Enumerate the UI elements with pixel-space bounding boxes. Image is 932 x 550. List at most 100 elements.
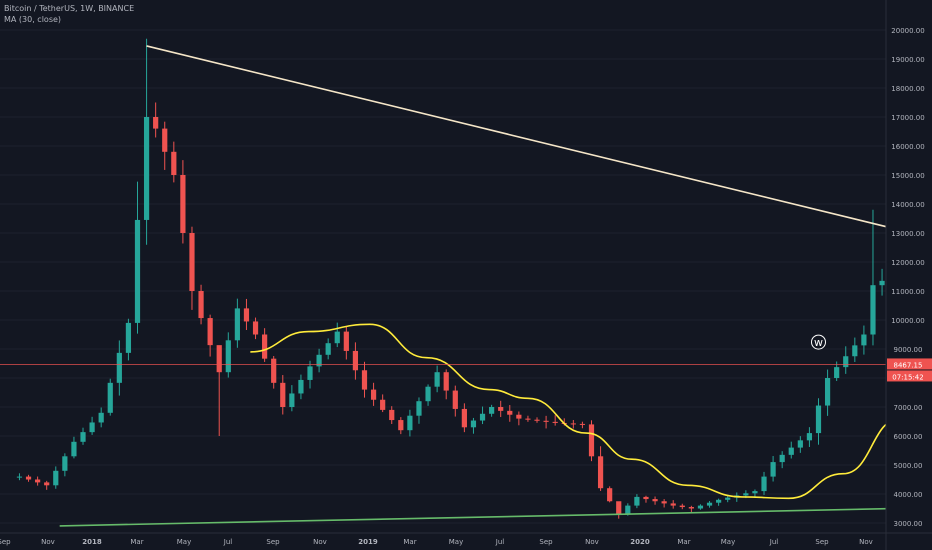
candle-body <box>434 372 440 387</box>
candle <box>552 415 558 426</box>
candle <box>761 471 767 495</box>
candle <box>806 427 813 447</box>
candle <box>153 102 159 138</box>
candle-body <box>725 497 731 500</box>
candle-body <box>461 408 467 428</box>
price-tick-label: 6000.00 <box>894 433 923 441</box>
candle <box>516 411 522 426</box>
candle <box>507 405 513 422</box>
plot-area: xwy(B)wbxay(A)wxc(C)y(D)(E) <box>0 29 930 527</box>
candle <box>770 456 776 482</box>
candle <box>861 325 867 355</box>
candle-body <box>162 128 168 152</box>
candle-body <box>852 345 858 357</box>
candle <box>62 453 68 477</box>
candle <box>343 326 349 360</box>
price-tick-label: 15000.00 <box>891 172 924 180</box>
candle-body <box>198 291 204 319</box>
candle <box>788 441 794 459</box>
chart-legend: Bitcoin / TetherUS, 1W, BINANCE MA (30, … <box>4 3 134 25</box>
time-tick-label: Jul <box>223 538 233 546</box>
price-tick-label: 20000.00 <box>891 27 924 35</box>
candle-body <box>824 378 831 406</box>
candle-body <box>597 456 604 489</box>
candle <box>697 504 704 510</box>
candle-body <box>380 399 386 410</box>
candle <box>570 420 576 429</box>
candle <box>489 404 495 417</box>
candle-body <box>643 496 649 500</box>
candle-body <box>407 415 413 431</box>
candle <box>870 209 876 346</box>
price-axis: 20000.00 19000.00 18000.00 17000.00 16000.00… <box>885 0 932 550</box>
candle-body <box>25 476 32 480</box>
candle-body <box>443 372 449 391</box>
candle-body <box>280 382 286 407</box>
candle-body <box>670 503 676 506</box>
candle <box>706 501 713 508</box>
wave-label-text: w <box>814 336 823 349</box>
ma-line <box>250 323 886 500</box>
candle <box>479 406 486 425</box>
time-tick-label: Mar <box>677 538 690 546</box>
candle-body <box>607 488 613 502</box>
candle-body <box>834 367 840 378</box>
candle <box>89 416 95 435</box>
time-tick-label: 2018 <box>82 538 102 546</box>
candle <box>16 473 23 481</box>
price-tick-label: 16000.00 <box>891 143 924 151</box>
time-tick-label: Mar <box>130 538 143 546</box>
candle <box>189 226 195 310</box>
candle-body <box>661 501 667 504</box>
candle <box>852 337 858 363</box>
candle <box>752 489 758 498</box>
countdown-value: 07:15:42 <box>892 373 923 381</box>
candle <box>425 384 431 406</box>
time-tick-label: Jul <box>769 538 779 546</box>
candle-body <box>570 423 576 425</box>
candle <box>207 314 213 357</box>
candle <box>588 420 595 462</box>
candle-body <box>80 432 86 442</box>
candle-body <box>252 321 259 335</box>
candle <box>443 369 449 400</box>
candle <box>98 407 104 428</box>
candle <box>180 160 186 244</box>
candle <box>824 369 831 416</box>
candle-body <box>752 491 758 494</box>
price-tick-label: 12000.00 <box>891 259 924 267</box>
candle <box>434 365 440 393</box>
candle-body <box>925 277 930 288</box>
candle-body <box>53 470 59 486</box>
candle-body <box>361 370 368 390</box>
candle-body <box>507 410 513 415</box>
candle <box>80 427 86 445</box>
price-tick-label: 10000.00 <box>891 317 924 325</box>
candle-body <box>761 476 767 492</box>
candle <box>143 38 150 245</box>
candle-body <box>815 405 822 434</box>
support-trendline <box>59 507 886 527</box>
time-tick-label: Sep <box>815 538 829 546</box>
candle <box>325 338 331 360</box>
candle <box>389 406 395 424</box>
candle <box>198 284 204 325</box>
candle <box>125 318 132 361</box>
wave-label: w <box>810 334 826 350</box>
candle-body <box>207 318 213 346</box>
candle-body <box>543 420 549 422</box>
candle-body <box>470 420 477 428</box>
candle <box>579 421 586 429</box>
price-tick-label: 13000.00 <box>891 230 924 238</box>
candle-body <box>652 499 658 502</box>
candle-body <box>271 358 277 383</box>
candle-body <box>625 505 631 515</box>
candle-body <box>870 285 876 335</box>
candle-body <box>16 476 23 478</box>
candle-body <box>71 441 77 457</box>
time-tick-label: 2020 <box>630 538 650 546</box>
candle-body <box>425 386 431 402</box>
candle <box>370 382 377 406</box>
candle-body <box>806 433 813 441</box>
